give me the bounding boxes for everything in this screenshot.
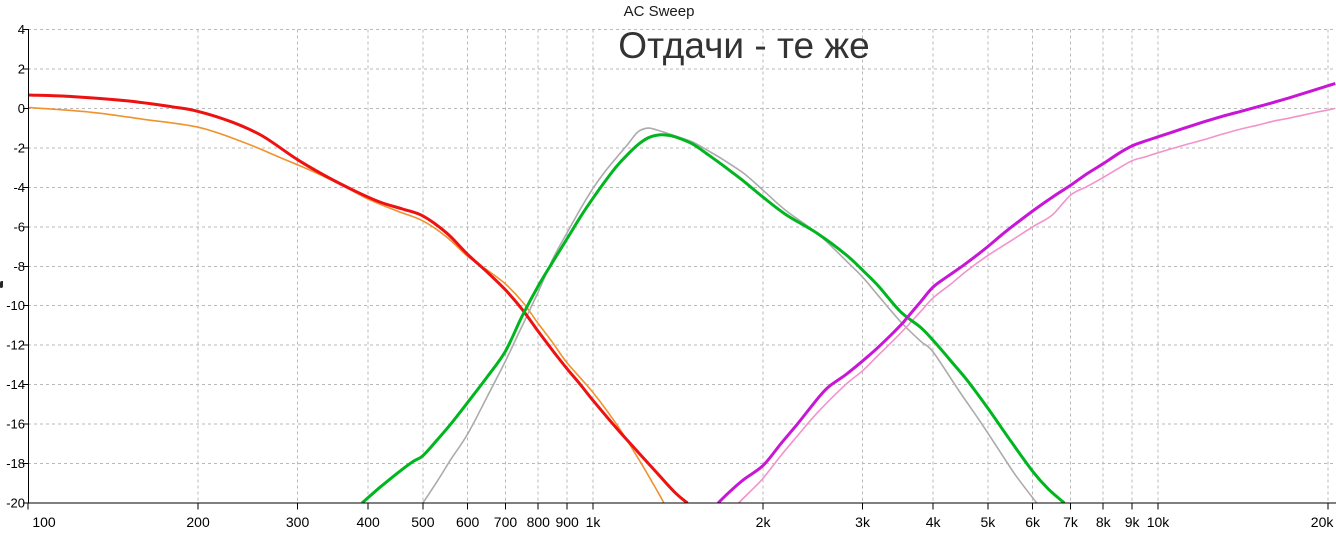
- x-tick-label: 7k: [1063, 514, 1079, 530]
- x-tick-label: 1k: [586, 514, 602, 530]
- chart-annotation: Отдачи - те же: [618, 25, 870, 66]
- series-highpass-magenta-curve: [717, 81, 1336, 504]
- x-tick-label: 100: [32, 514, 56, 530]
- x-tick-label: 400: [356, 514, 380, 530]
- curves-layer: [28, 81, 1336, 504]
- x-tick-label: 300: [286, 514, 310, 530]
- clipped-y-axis-label-fragment: [0, 281, 3, 288]
- y-tick-label: -2: [13, 140, 25, 155]
- y-tick-label: 2: [18, 61, 25, 76]
- series-lowpass-orange-curve: [28, 106, 665, 504]
- x-tick-label: 500: [411, 514, 435, 530]
- y-tick-label: -20: [6, 496, 25, 511]
- y-tick-label: -10: [6, 298, 25, 313]
- x-tick-label: 700: [494, 514, 518, 530]
- y-tick-label: -4: [13, 180, 25, 195]
- y-tick-label: 4: [18, 22, 25, 37]
- series-bandpass-green-curve: [361, 133, 1066, 504]
- y-tick-label: -12: [6, 338, 25, 353]
- x-tick-label: 900: [555, 514, 579, 530]
- x-tick-label: 800: [527, 514, 551, 530]
- x-tick-label: 200: [186, 514, 210, 530]
- y-tick-label: -16: [6, 417, 25, 432]
- y-tick-label: 0: [18, 101, 25, 116]
- x-tick-label: 10k: [1147, 514, 1171, 530]
- y-tick-label: -14: [6, 377, 25, 392]
- x-tick-label: 600: [456, 514, 480, 530]
- y-tick-label: -6: [13, 219, 25, 234]
- x-tick-label: 5k: [981, 514, 997, 530]
- chart-title: AC Sweep: [623, 3, 695, 20]
- x-tick-label: 4k: [926, 514, 942, 530]
- x-tick-label: 8k: [1096, 514, 1112, 530]
- series-bandpass-gray-curve: [422, 127, 1038, 504]
- y-tick-label: -8: [13, 259, 25, 274]
- x-tick-label: 9k: [1125, 514, 1141, 530]
- x-tick-label: 6k: [1025, 514, 1041, 530]
- x-tick-label: 3k: [855, 514, 871, 530]
- y-tick-label: -18: [6, 456, 25, 471]
- series-highpass-pink-curve: [738, 107, 1336, 504]
- series-lowpass-red-curve: [28, 93, 689, 504]
- x-tick-label: 2k: [756, 514, 772, 530]
- x-tick-label: 20k: [1311, 514, 1335, 530]
